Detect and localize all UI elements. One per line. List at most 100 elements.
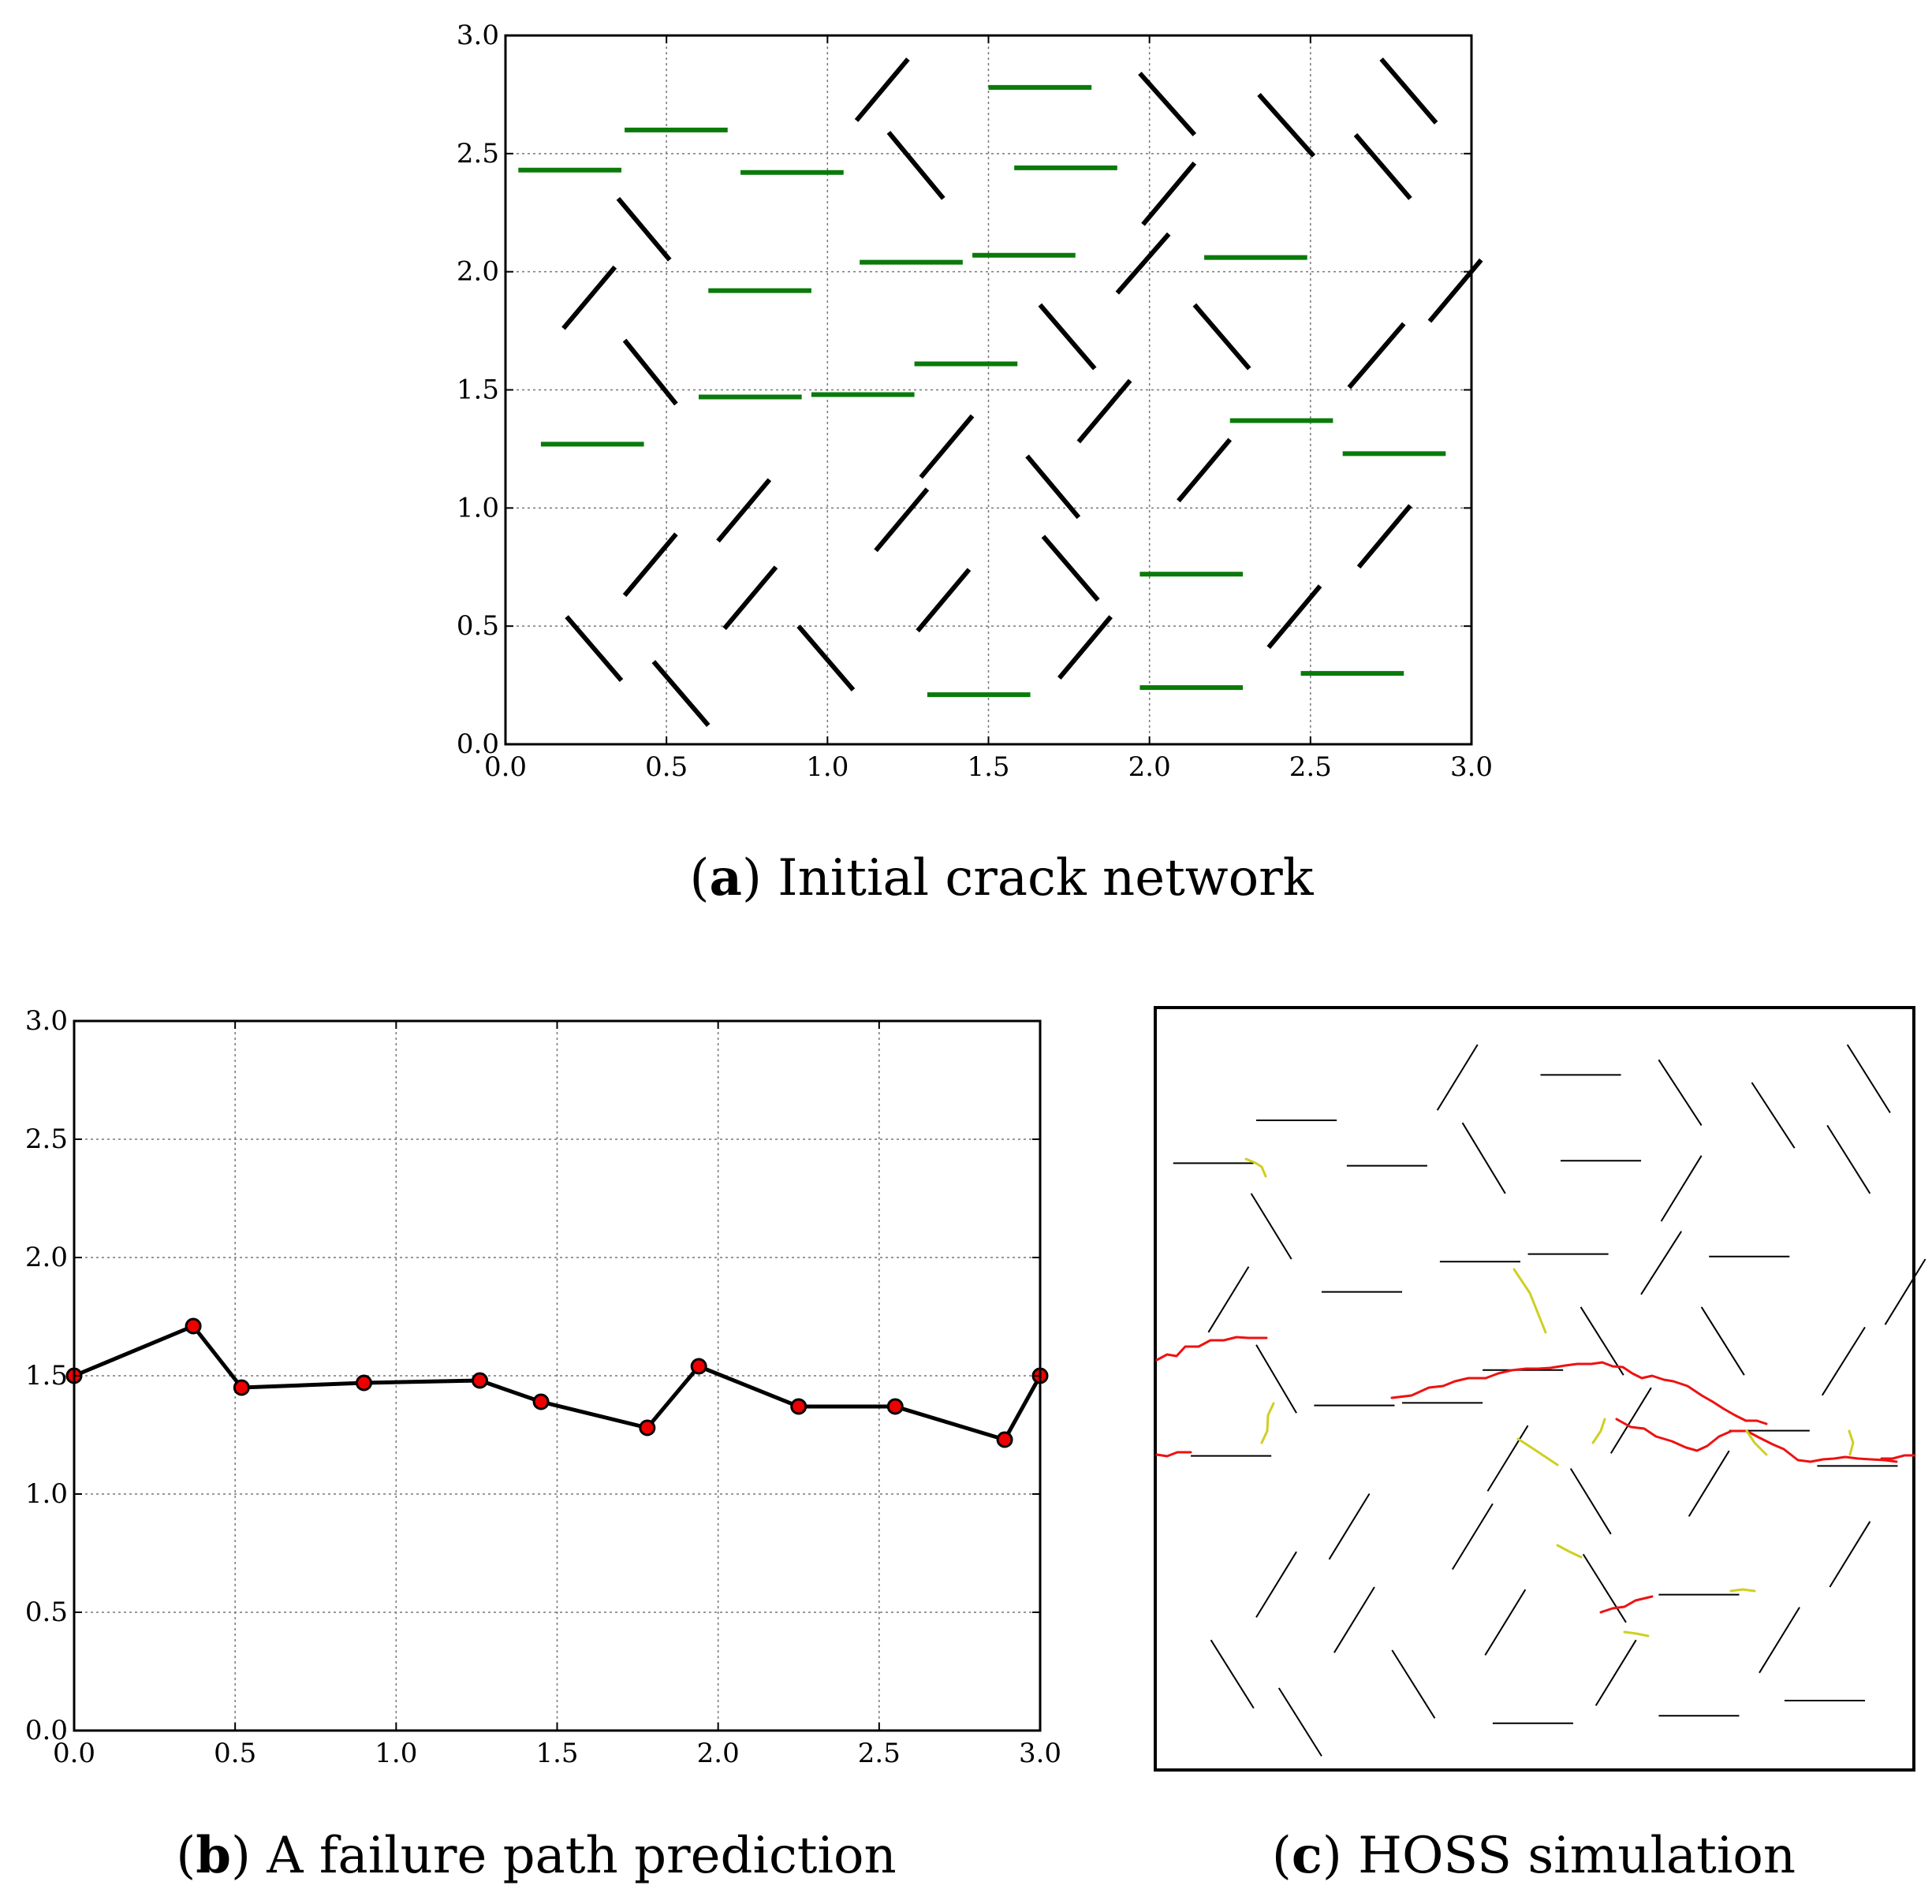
crack-inclined [1353,132,1412,200]
panel-a-ytick-label: 1.0 [457,492,499,524]
simulation-crack [1436,1044,1479,1111]
simulation-crack [1821,1326,1866,1396]
failure-path-point [690,1358,707,1375]
panel-a-ytick-label: 0.5 [457,610,499,642]
simulation-crack [1391,1649,1436,1719]
panel-c-simulation [1154,1006,1926,1772]
panel-a-ytick-label: 2.0 [457,256,499,288]
crack-inclined [622,338,678,406]
simulation-crack [1846,1044,1891,1113]
fracture-upper-mid [1390,1361,1768,1425]
failure-path-line [73,1323,1042,1442]
simulation-crack [1207,1266,1250,1333]
simulation-crack [1328,1493,1371,1560]
failure-path-point [886,1398,904,1415]
simulation-crack [1594,1639,1637,1706]
panel-a-caption-text: Initial crack network [778,849,1314,907]
simulation-crack [1829,1521,1871,1588]
fracture-secondary-7 [1556,1544,1583,1559]
failure-path-point [790,1398,807,1415]
simulation-crack [1461,1122,1506,1194]
panel-c-cracks [1173,1044,1926,1757]
crack-inclined [1038,303,1097,371]
crack-inclined [561,265,617,330]
crack-inclined [565,615,624,683]
crack-inclined [722,565,778,631]
panel-b-path [65,1317,1049,1448]
panel-a-ticks: 0.0 0.5 1.0 1.5 2.0 2.5 3.0 0.0 0.5 1.0 1.5 2.0 2.5 3… [457,20,1493,783]
simulation-crack [1250,1193,1292,1260]
panel-a-cracks [518,58,1483,727]
panel-a-ytick-label: 3.0 [457,20,499,51]
panel-a-xtick-label: 0.5 [645,751,688,783]
crack-inclined [916,568,972,633]
panel-b-xtick-label: 1.0 [375,1738,417,1769]
panel-a-ytick-label: 0.0 [457,728,499,760]
simulation-crack [1660,1155,1703,1222]
panel-a-chart: 0.0 0.5 1.0 1.5 2.0 2.5 3.0 0.0 0.5 1.0 1.5 2.0 2.5 3… [457,20,1493,783]
panel-b-chart: 0.0 0.5 1.0 1.5 2.0 2.5 3.0 0.0 0.5 1.0 1.5 2.0 2.5 3… [25,1005,1061,1769]
crack-inclined [1379,58,1438,125]
panel-a-xtick-label: 2.5 [1289,751,1332,783]
simulation-crack [1277,1687,1322,1757]
crack-inclined [1057,615,1113,680]
crack-inclined [1041,535,1100,602]
fracture-lower-mid [1615,1418,1898,1463]
crack-inclined [854,58,910,122]
panel-b-letter: b [196,1826,231,1885]
panel-b-ytick-label: 1.0 [25,1478,68,1510]
panel-b-xtick-label: 2.0 [697,1738,740,1769]
fracture-right [1880,1454,1916,1460]
simulation-crack [1484,1589,1527,1656]
simulation-crack [1210,1639,1255,1709]
fracture-upper [1155,1336,1268,1362]
panel-c-frame [1154,1006,1915,1772]
crack-inclined [796,624,856,692]
simulation-crack [1884,1258,1926,1325]
failure-path-point [185,1317,202,1335]
crack-inclined [1177,438,1233,503]
fracture-secondary-1 [1244,1157,1267,1178]
panel-a-ytick-label: 2.5 [457,138,499,170]
fracture-lower-right [1599,1595,1654,1614]
panel-a-xtick-label: 3.0 [1450,751,1493,783]
failure-path-point [996,1431,1013,1448]
panel-c-caption-text: HOSS simulation [1358,1827,1796,1885]
crack-inclined [919,414,975,479]
fracture-left-lower [1155,1451,1192,1458]
panel-b-xtick-label: 0.5 [214,1738,256,1769]
crack-inclined [1356,504,1412,569]
simulation-crack [1333,1586,1375,1653]
simulation-crack [1255,1551,1297,1618]
panel-b-ytick-label: 0.5 [25,1597,68,1628]
panel-b-caption-text: A failure path prediction [266,1827,896,1885]
simulation-crack [1451,1503,1494,1571]
simulation-crack [1580,1306,1624,1376]
panel-b-xtick-label: 3.0 [1019,1738,1061,1769]
failure-path-point [472,1372,488,1389]
panel-a-xtick-label: 0.0 [484,751,527,783]
failure-path-point [639,1419,656,1436]
simulation-crack [1255,1344,1297,1414]
panel-b-xtick-label: 1.5 [535,1738,578,1769]
simulation-crack [1609,1387,1652,1454]
crack-inclined [716,478,772,543]
crack-inclined [1025,454,1081,520]
panel-a-xtick-label: 2.0 [1128,751,1171,783]
panel-b-ytick-label: 2.5 [25,1123,68,1155]
simulation-crack [1486,1425,1529,1492]
simulation-crack [1688,1450,1730,1517]
panel-b-caption: (b) A failure path prediction [176,1826,896,1885]
crack-inclined [1427,258,1483,323]
simulation-crack [1700,1306,1745,1376]
panel-c-letter: c [1292,1826,1322,1885]
panel-a-xtick-label: 1.5 [967,751,1009,783]
panel-b-ytick-label: 1.5 [25,1360,68,1392]
fracture-secondary-10 [1591,1418,1606,1444]
crack-inclined [1257,92,1316,158]
panel-c-caption: (c) HOSS simulation [1272,1826,1796,1885]
simulation-crack [1658,1059,1703,1126]
panel-a-caption: (a) Initial crack network [690,848,1315,907]
fracture-secondary-2 [1260,1402,1275,1444]
